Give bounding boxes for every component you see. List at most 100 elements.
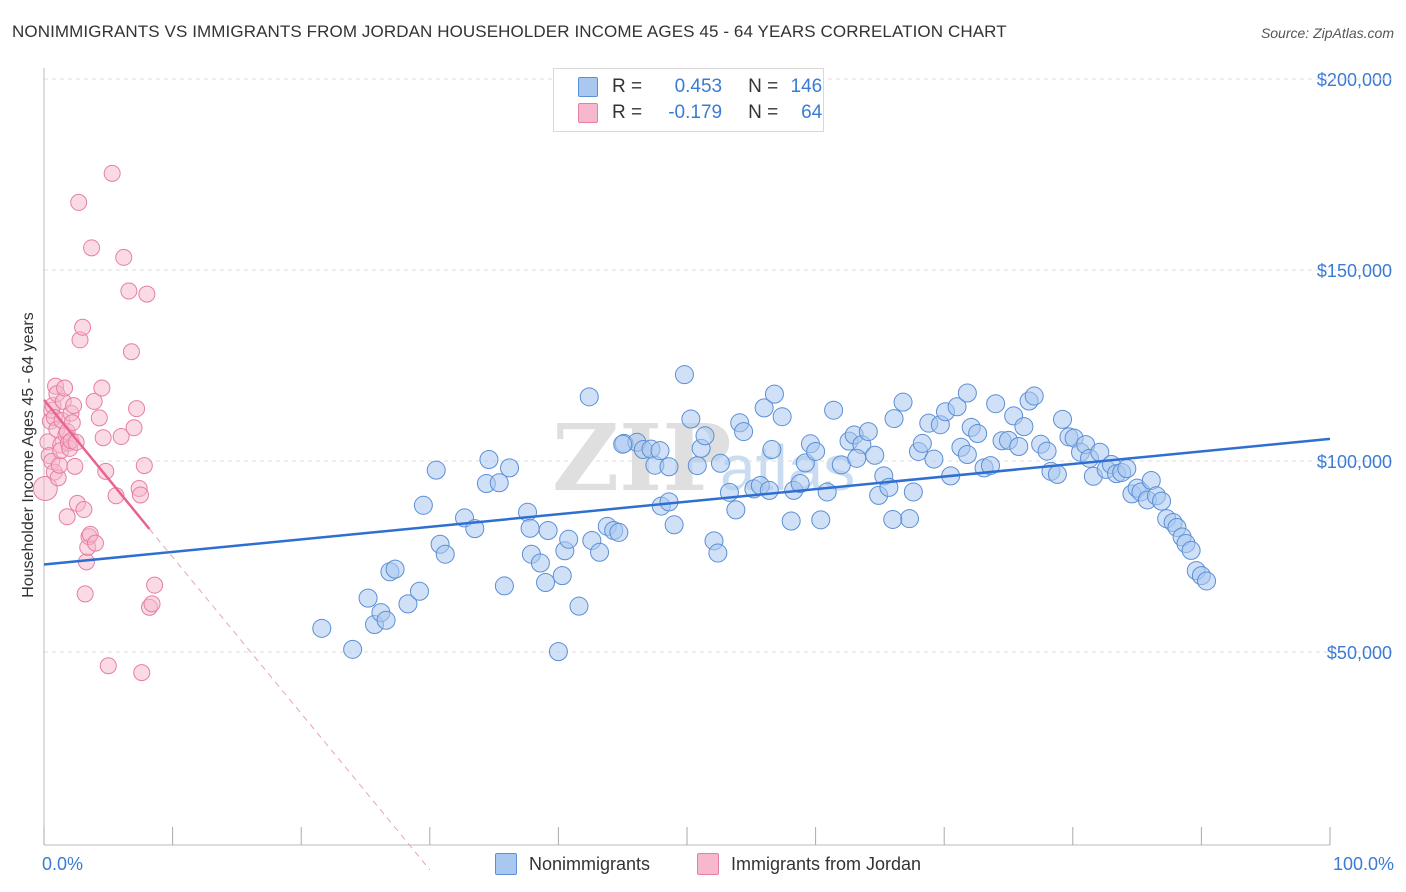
data-point-nonimmigrant — [903, 482, 923, 502]
data-point-jordan — [70, 193, 88, 211]
data-point-nonimmigrant — [343, 639, 363, 659]
data-point-jordan — [50, 456, 68, 474]
source-link[interactable]: ZipAtlas.com — [1313, 25, 1394, 41]
data-point-nonimmigrant — [708, 543, 728, 563]
trendline-jordan-extension — [149, 528, 431, 871]
source-credit: Source: ZipAtlas.com — [1261, 25, 1394, 41]
data-point-nonimmigrant — [358, 588, 378, 608]
data-point-jordan — [138, 285, 156, 303]
legend-row-nonimmigrants: R = 0.453 N = 146 — [578, 75, 822, 99]
data-point-nonimmigrant — [957, 383, 977, 403]
data-point-nonimmigrant — [609, 522, 629, 542]
data-point-jordan — [103, 164, 121, 182]
data-point-nonimmigrant — [847, 448, 867, 468]
data-point-nonimmigrant — [664, 515, 684, 535]
data-point-nonimmigrant — [764, 384, 784, 404]
data-point-nonimmigrant — [893, 392, 913, 412]
bottom-legend-label: Immigrants from Jordan — [731, 853, 922, 874]
legend-r-label: R = — [612, 76, 643, 97]
legend-r-value: 0.453 — [674, 76, 723, 97]
bottom-legend-swatch-pink — [697, 853, 719, 875]
data-point-jordan — [131, 486, 149, 504]
data-point-nonimmigrant — [312, 618, 332, 638]
y-tick-label: $150,000 — [1317, 261, 1392, 281]
data-point-nonimmigrant — [772, 407, 792, 427]
data-point-jordan — [67, 433, 85, 451]
data-point-jordan — [128, 400, 146, 418]
legend-r-value: -0.179 — [668, 102, 723, 123]
data-point-jordan — [135, 457, 153, 475]
data-point-jordan — [66, 457, 84, 475]
y-tick-label: $200,000 — [1317, 70, 1392, 90]
data-point-nonimmigrant — [968, 423, 988, 443]
data-point-nonimmigrant — [530, 553, 550, 573]
data-point-nonimmigrant — [579, 387, 599, 407]
legend-n-label: N = — [748, 76, 779, 97]
data-point-nonimmigrant — [811, 510, 831, 530]
data-point-nonimmigrant — [410, 581, 430, 601]
data-point-jordan — [74, 318, 92, 336]
data-point-jordan — [65, 397, 83, 415]
data-point-nonimmigrant — [1047, 464, 1067, 484]
data-point-nonimmigrant — [494, 576, 514, 596]
data-point-nonimmigrant — [695, 426, 715, 446]
data-point-nonimmigrant — [790, 474, 810, 494]
data-point-nonimmigrant — [1197, 571, 1217, 591]
trendline-jordan — [43, 399, 151, 530]
y-axis-label: Householder Income Ages 45 - 64 years — [20, 312, 37, 598]
x-tick-label-min: 0.0% — [42, 854, 83, 874]
bottom-legend-swatch-blue — [495, 853, 517, 875]
data-point-nonimmigrant — [924, 449, 944, 469]
y-tick-label: $50,000 — [1327, 643, 1392, 663]
data-point-jordan — [112, 428, 130, 446]
data-point-jordan — [146, 576, 164, 594]
data-point-nonimmigrant — [687, 456, 707, 476]
data-point-nonimmigrant — [650, 441, 670, 461]
data-point-nonimmigrant — [376, 610, 396, 630]
data-point-nonimmigrant — [426, 460, 446, 480]
legend-swatch-blue — [578, 77, 598, 97]
data-point-nonimmigrant — [398, 594, 418, 614]
data-point-nonimmigrant — [883, 509, 903, 529]
chart-title: NONIMMIGRANTS VS IMMIGRANTS FROM JORDAN … — [12, 22, 1007, 41]
data-point-nonimmigrant — [1117, 459, 1137, 479]
legend-n-value: 64 — [801, 102, 823, 123]
data-point-nonimmigrant — [710, 453, 730, 473]
data-point-jordan — [85, 392, 103, 410]
bottom-legend-nonimmigrants[interactable]: Nonimmigrants — [495, 851, 650, 877]
data-point-nonimmigrant — [681, 409, 701, 429]
data-point-nonimmigrant — [435, 544, 455, 564]
data-point-jordan — [97, 462, 115, 480]
data-point-nonimmigrant — [1037, 441, 1057, 461]
data-point-nonimmigrant — [479, 449, 499, 469]
data-point-nonimmigrant — [912, 433, 932, 453]
data-point-jordan — [115, 248, 133, 266]
legend-r-label: R = — [612, 102, 643, 123]
data-point-nonimmigrant — [865, 445, 885, 465]
bottom-legend-jordan[interactable]: Immigrants from Jordan — [697, 851, 921, 877]
data-point-nonimmigrant — [548, 642, 568, 662]
data-point-jordan — [83, 239, 101, 257]
data-point-jordan — [94, 429, 112, 447]
data-point-nonimmigrant — [1024, 386, 1044, 406]
data-point-nonimmigrant — [674, 365, 694, 385]
data-point-nonimmigrant — [986, 394, 1006, 414]
data-point-nonimmigrant — [806, 441, 826, 461]
data-point-jordan — [120, 282, 138, 300]
data-point-nonimmigrant — [899, 509, 919, 529]
data-point-nonimmigrant — [413, 495, 433, 515]
data-point-nonimmigrant — [762, 440, 782, 460]
data-point-nonimmigrant — [1009, 436, 1029, 456]
data-point-jordan — [86, 534, 104, 552]
data-point-jordan — [143, 595, 161, 613]
data-point-nonimmigrant — [947, 397, 967, 417]
y-tick-label: $100,000 — [1317, 452, 1392, 472]
data-point-jordan — [56, 379, 74, 397]
data-point-jordan — [93, 379, 111, 397]
data-point-nonimmigrant — [858, 422, 878, 442]
data-point-nonimmigrant — [884, 409, 904, 429]
data-point-jordan — [76, 585, 94, 603]
data-point-nonimmigrant — [824, 400, 844, 420]
data-point-nonimmigrant — [559, 529, 579, 549]
